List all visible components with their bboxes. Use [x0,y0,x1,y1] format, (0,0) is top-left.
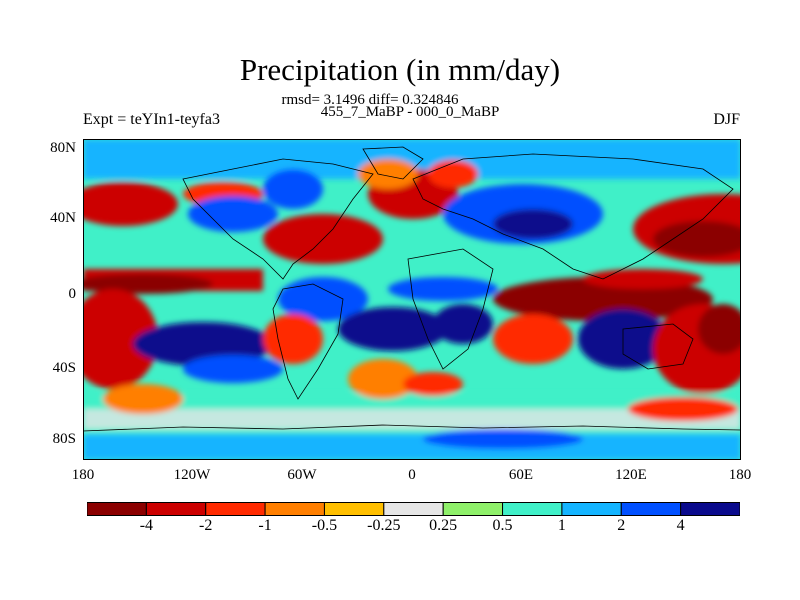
stats-line-1: rmsd= 3.1496 diff= 0.324846 [281,92,459,108]
colorbar-swatch [620,502,682,516]
colorbar-label: 4 [676,517,685,534]
colorbar-swatch [442,502,504,516]
colorbar-swatch [87,502,147,516]
colorbar-label: -2 [199,517,213,534]
stats-line-2: 455_7_MaBP - 000_0_MaBP [320,104,500,120]
precipitation-field [83,139,741,460]
lat-label-40s: 40S [52,360,76,376]
colorbar-label: -1 [258,517,272,534]
lon-label-180e: 180 [728,467,752,483]
colorbar-label: 0.25 [429,517,458,534]
experiment-label: Expt = teYIn1-teyfa3 [83,111,220,128]
colorbar-swatch [561,502,622,516]
lat-label-40n: 40N [50,210,76,226]
colorbar-swatch [205,502,266,516]
season-label: DJF [713,111,740,128]
lat-label-80s: 80S [52,431,76,447]
colorbar-label: -0.5 [311,517,338,534]
colorbar-swatch [383,502,444,516]
colorbar-swatch [680,502,740,516]
lat-label-80n: 80N [50,140,76,156]
colorbar [87,502,740,516]
colorbar-swatch [264,502,325,516]
precipitation-map [83,139,741,460]
colorbar-swatch [145,502,207,516]
map-frame [83,139,741,460]
colorbar-swatch [502,502,563,516]
colorbar-swatch [323,502,385,516]
colorbar-label: -4 [139,517,154,534]
colorbar-label: -0.25 [367,517,401,534]
lon-label-120e: 120E [615,467,647,483]
continent-outlines [83,146,741,432]
lon-label-60e: 60E [508,467,534,483]
colorbar-label: 2 [617,517,626,534]
figure-title: Precipitation (in mm/day) [239,52,561,87]
colorbar-label: 1 [557,517,566,534]
lon-label-180w: 180 [71,467,95,483]
colorbar-label: 0.5 [492,517,513,534]
lon-label-120w: 120W [173,467,211,483]
lon-label-0: 0 [408,467,416,483]
lat-label-0: 0 [68,286,77,302]
lon-label-60w: 60W [287,467,317,483]
